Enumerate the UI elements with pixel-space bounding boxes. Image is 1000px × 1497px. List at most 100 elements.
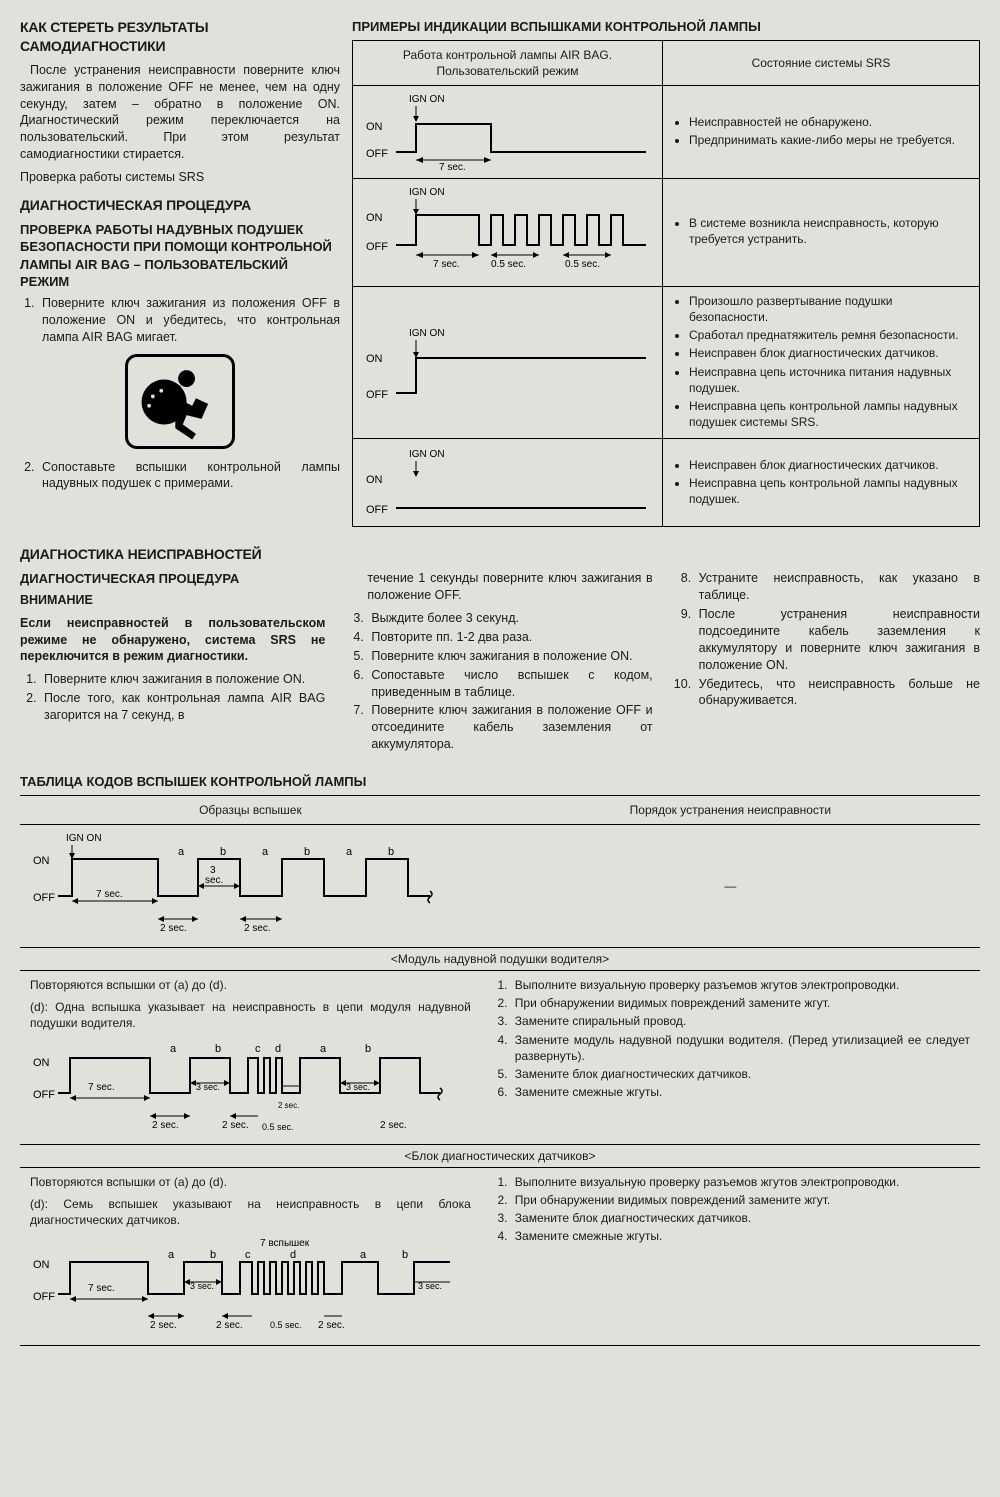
svg-text:a: a	[262, 846, 269, 858]
diag-col-3: Устраните неисправность, как указано в т…	[675, 570, 980, 759]
diag-columns: ДИАГНОСТИЧЕСКАЯ ПРОЦЕДУРА ВНИМАНИЕ Если …	[20, 570, 980, 759]
svg-text:7 вспышек: 7 вспышек	[260, 1238, 310, 1249]
svg-text:ON: ON	[366, 474, 383, 486]
r2-step-5: Замените смежные жгуты.	[511, 1084, 970, 1100]
diag-sub: ДИАГНОСТИЧЕСКАЯ ПРОЦЕДУРА	[20, 570, 325, 588]
svg-text:a: a	[320, 1043, 327, 1055]
diag-step-9: После устранения неисправности подсоедин…	[695, 606, 980, 674]
erase-results-heading: КАК СТЕРЕТЬ РЕЗУЛЬТАТЫ САМОДИАГНОСТИКИ	[20, 18, 340, 56]
indication-table: Работа контрольной лампы AIR BAG. Пользо…	[352, 40, 980, 528]
svg-text:OFF: OFF	[33, 892, 55, 904]
diag-steps-col2: Выждите более 3 секунд. Повторите пп. 1-…	[347, 610, 652, 753]
section-1-title: <Модуль надувной подушки водителя>	[20, 947, 980, 970]
svg-text:OFF: OFF	[366, 148, 388, 160]
r2-step-0: Выполните визуальную проверку разъемов ж…	[511, 977, 970, 993]
status-1-item-1: Предпринимать какие-либо меры не требует…	[689, 132, 971, 148]
code-header-left: Образцы вспышек	[20, 795, 481, 824]
svg-text:ON: ON	[366, 212, 383, 224]
code-waveform-3: 7 вспышек ON OFF ab cd ab 7 sec. 3 sec. …	[30, 1234, 470, 1339]
header-left: Работа контрольной лампы AIR BAG. Пользо…	[353, 40, 663, 85]
svg-text:a: a	[168, 1249, 175, 1261]
svg-text:b: b	[210, 1249, 216, 1261]
svg-text:c: c	[245, 1249, 251, 1261]
user-step-2: Сопоставьте вспышки контрольной лампы на…	[38, 459, 340, 493]
left-column: КАК СТЕРЕТЬ РЕЗУЛЬТАТЫ САМОДИАГНОСТИКИ П…	[20, 18, 340, 527]
airbag-icon	[125, 354, 235, 449]
code-action-3: Выполните визуальную проверку разъемов ж…	[481, 1167, 980, 1346]
status-3-item-2: Неисправен блок диагностических датчиков…	[689, 345, 971, 361]
diag-procedure-heading: ДИАГНОСТИЧЕСКАЯ ПРОЦЕДУРА	[20, 196, 340, 215]
svg-text:IGN ON: IGN ON	[409, 94, 445, 105]
diag-col-1: ДИАГНОСТИЧЕСКАЯ ПРОЦЕДУРА ВНИМАНИЕ Если …	[20, 570, 325, 759]
row3-text-b: (d): Семь вспышек указывают на неисправн…	[30, 1196, 471, 1228]
status-1-item-0: Неисправностей не обнаружено.	[689, 114, 971, 130]
svg-text:2 sec.: 2 sec.	[160, 923, 187, 934]
svg-text:b: b	[365, 1043, 371, 1055]
r3-step-1: При обнаружении видимых повреждений заме…	[511, 1192, 970, 1208]
user-mode-steps-2: Сопоставьте вспышки контрольной лампы на…	[20, 459, 340, 493]
row2-text-b: (d): Одна вспышка указывает на неисправн…	[30, 999, 471, 1031]
indication-row-2: IGN ON ON OFF 7 sec. 0.5 sec.	[353, 178, 980, 286]
diag-step-7: Поверните ключ зажигания в положение OFF…	[367, 702, 652, 753]
r2-step-2: Замените спиральный провод.	[511, 1013, 970, 1029]
status-4-item-0: Неисправен блок диагностических датчиков…	[689, 457, 971, 473]
svg-text:2 sec.: 2 sec.	[318, 1320, 345, 1331]
waveform-3: IGN ON ON OFF	[361, 318, 651, 408]
waveform-1: IGN ON ON OFF 7 sec.	[361, 92, 651, 172]
code-table-title: ТАБЛИЦА КОДОВ ВСПЫШЕК КОНТРОЛЬНОЙ ЛАМПЫ	[20, 773, 980, 791]
code-row-3: Повторяются вспышки от (a) до (d). (d): …	[20, 1167, 980, 1346]
svg-text:b: b	[388, 846, 394, 858]
r3-step-2: Замените блок диагностических датчиков.	[511, 1210, 970, 1226]
diag-step-6: Сопоставьте число вспышек с кодом, приве…	[367, 667, 652, 701]
svg-text:2 sec.: 2 sec.	[152, 1120, 179, 1131]
svg-text:b: b	[402, 1249, 408, 1261]
svg-text:b: b	[304, 846, 310, 858]
svg-text:IGN ON: IGN ON	[409, 449, 445, 460]
svg-text:0.5 sec.: 0.5 sec.	[262, 1122, 294, 1132]
svg-text:0.5 sec.: 0.5 sec.	[491, 259, 526, 270]
code-table: Образцы вспышек Порядок устранения неисп…	[20, 795, 980, 1347]
top-section: КАК СТЕРЕТЬ РЕЗУЛЬТАТЫ САМОДИАГНОСТИКИ П…	[20, 18, 980, 527]
diag-step-2a: После того, как контрольная лампа AIR BA…	[40, 690, 325, 724]
svg-text:2 sec.: 2 sec.	[150, 1320, 177, 1331]
code-wave-1: IGN ON ON OFF ab ab ab 7 sec. 3sec. 2 se…	[20, 824, 481, 947]
svg-text:2 sec.: 2 sec.	[216, 1320, 243, 1331]
row2-text-a: Повторяются вспышки от (a) до (d).	[30, 977, 471, 993]
status-4-item-1: Неисправна цепь контрольной лампы надувн…	[689, 475, 971, 507]
svg-text:ON: ON	[33, 1259, 50, 1271]
svg-text:OFF: OFF	[33, 1291, 55, 1303]
svg-text:2 sec.: 2 sec.	[380, 1120, 407, 1131]
diag-step-10: Убедитесь, что неисправность больше не о…	[695, 676, 980, 710]
svg-text:7 sec.: 7 sec.	[88, 1082, 115, 1093]
code-action-2: Выполните визуальную проверку разъемов ж…	[481, 970, 980, 1144]
right-column: ПРИМЕРЫ ИНДИКАЦИИ ВСПЫШКАМИ КОНТРОЛЬНОЙ …	[352, 18, 980, 527]
status-3-item-0: Произошло развертывание подушки безопасн…	[689, 293, 971, 325]
wave-2-cell: IGN ON ON OFF 7 sec. 0.5 sec.	[353, 178, 663, 286]
user-mode-steps: Поверните ключ зажигания из положения OF…	[20, 295, 340, 346]
svg-text:7 sec.: 7 sec.	[433, 259, 460, 270]
svg-text:2 sec.: 2 sec.	[222, 1120, 249, 1131]
svg-text:d: d	[290, 1249, 296, 1261]
status-3-item-4: Неисправна цепь контрольной лампы надувн…	[689, 398, 971, 430]
svg-text:ON: ON	[33, 855, 50, 867]
user-step-1: Поверните ключ зажигания из положения OF…	[38, 295, 340, 346]
srs-check-para: Проверка работы системы SRS	[20, 169, 340, 186]
indication-title: ПРИМЕРЫ ИНДИКАЦИИ ВСПЫШКАМИ КОНТРОЛЬНОЙ …	[352, 18, 980, 36]
code-waveform-2: ON OFF ab cd ab 7 sec. 3 sec. 2 sec. 3 s…	[30, 1038, 470, 1138]
svg-text:OFF: OFF	[33, 1089, 55, 1101]
section-2-header: <Блок диагностических датчиков>	[20, 1144, 980, 1167]
svg-text:IGN ON: IGN ON	[409, 187, 445, 198]
r3-step-3: Замените смежные жгуты.	[511, 1228, 970, 1244]
wave-4-cell: IGN ON ON OFF	[353, 439, 663, 527]
svg-text:OFF: OFF	[366, 504, 388, 516]
diag-step-2b: течение 1 секунды поверните ключ зажиган…	[347, 570, 652, 604]
svg-text:7 sec.: 7 sec.	[96, 889, 123, 900]
svg-text:c: c	[255, 1043, 261, 1055]
svg-text:0.5 sec.: 0.5 sec.	[270, 1320, 302, 1330]
indication-row-3: IGN ON ON OFF Произошло развертывание по…	[353, 286, 980, 439]
row3-text-a: Повторяются вспышки от (a) до (d).	[30, 1174, 471, 1190]
svg-text:OFF: OFF	[366, 241, 388, 253]
svg-text:b: b	[220, 846, 226, 858]
status-3-item-3: Неисправна цепь источника питания надувн…	[689, 364, 971, 396]
svg-text:IGN ON: IGN ON	[409, 328, 445, 339]
